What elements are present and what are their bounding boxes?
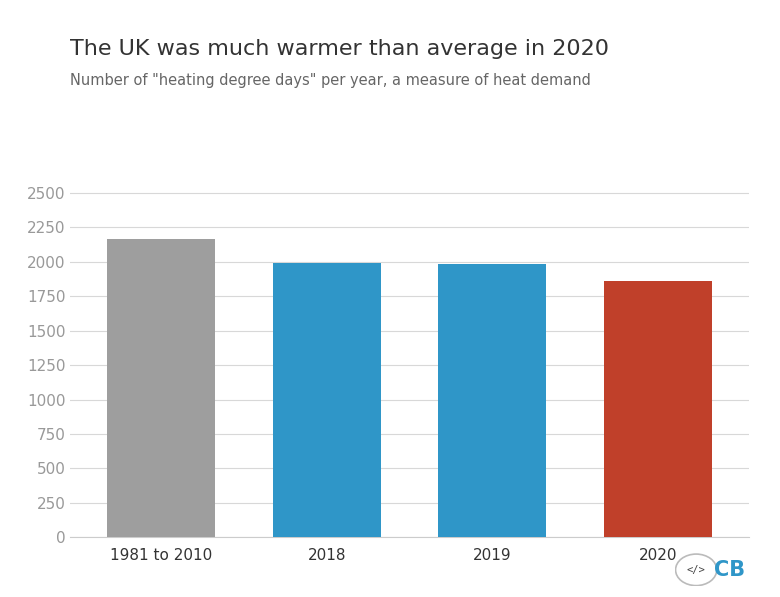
Text: The UK was much warmer than average in 2020: The UK was much warmer than average in 2… xyxy=(70,39,609,59)
Text: </>: </> xyxy=(686,565,706,575)
Bar xyxy=(604,281,711,537)
Bar xyxy=(273,263,381,537)
Text: CB: CB xyxy=(714,560,745,580)
Bar xyxy=(108,239,215,537)
Text: Number of "heating degree days" per year, a measure of heat demand: Number of "heating degree days" per year… xyxy=(70,73,591,88)
Bar xyxy=(438,264,546,537)
Circle shape xyxy=(675,554,717,586)
